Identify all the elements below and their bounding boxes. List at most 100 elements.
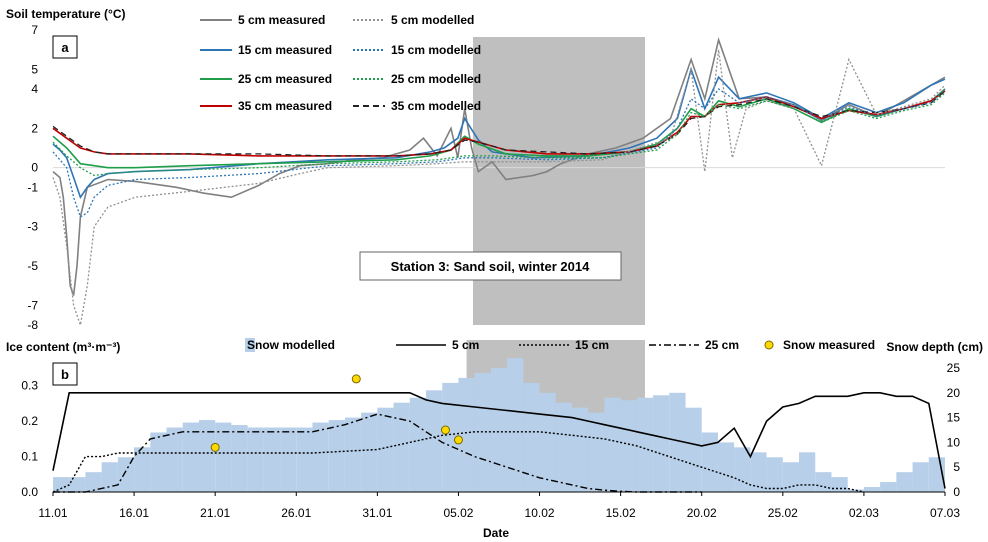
snow-measured-point: [351, 374, 361, 384]
a-series-line: [52, 36, 946, 296]
b-right-tick-label: 0: [953, 485, 960, 499]
snow-modelled-bar: [896, 472, 913, 492]
b-x-tick-label: 15.02: [606, 506, 636, 520]
snow-modelled-bar: [247, 427, 264, 492]
snow-modelled-bar: [717, 442, 735, 492]
snow-modelled-bar: [458, 377, 475, 492]
a-y-tick-label: -1: [27, 180, 38, 194]
panel-b-ice-content: 0.0 0.1 0.2 0.3 0 5 10 15 20 25 11.01 16.01 21.01 2…: [6, 338, 983, 540]
snow-modelled-bar: [85, 472, 102, 492]
b-legend-label: 5 cm: [452, 338, 479, 352]
a-y-tick-label: 0: [31, 161, 38, 175]
snow-modelled-bar: [831, 477, 848, 492]
b-x-tick-label: 25.02: [768, 506, 798, 520]
snow-modelled-bar: [636, 397, 654, 492]
b-legend-swatch: [764, 340, 774, 350]
snow-modelled-bar: [312, 422, 329, 492]
a-series-line: [52, 92, 946, 177]
b-panel-tag: b: [61, 367, 69, 382]
annotation-station-label: Station 3: Sand soil, winter 2014: [391, 259, 590, 274]
snow-modelled-bar: [296, 427, 313, 492]
snow-modelled-bar: [490, 368, 508, 492]
a-legend-label: 5 cm measured: [238, 13, 325, 27]
snow-modelled-bar: [101, 462, 118, 492]
b-series-line: [52, 391, 946, 489]
a-series-line: [52, 88, 946, 218]
b-y-axis-label: Ice content (m³·m⁻³): [6, 340, 120, 354]
b-right-tick-label: 25: [947, 361, 961, 375]
snow-modelled-bar: [328, 420, 345, 492]
snow-measured-point: [210, 442, 220, 452]
a-y-tick-label: 7: [31, 23, 38, 37]
b-x-tick-label: 26.01: [281, 506, 311, 520]
snow-modelled-bar: [734, 447, 751, 492]
b-right-axis-label: Snow depth (cm): [886, 340, 983, 354]
snow-modelled-bar: [620, 400, 637, 492]
a-legend-label: 25 cm measured: [238, 72, 332, 86]
snow-modelled-bar: [782, 462, 800, 492]
b-y-tick-label: 0.1: [21, 450, 38, 464]
a-panel-tag-box: [52, 35, 78, 59]
a-legend-label: 35 cm modelled: [391, 99, 481, 113]
b-legend-label: 25 cm: [705, 338, 739, 352]
snow-modelled-bar: [653, 395, 670, 492]
snow-modelled-bar: [69, 477, 86, 492]
snow-modelled-bar: [507, 358, 524, 492]
snow-modelled-bar: [815, 472, 832, 492]
a-y-axis-label: Soil temperature (°C): [6, 7, 125, 21]
snow-modelled-bar: [117, 457, 135, 492]
a-legend-label: 35 cm measured: [238, 99, 332, 113]
snow-modelled-bar: [377, 407, 394, 492]
snow-modelled-bar: [799, 452, 816, 492]
b-legend-swatch: [245, 338, 255, 352]
b-x-tick-label: 20.02: [687, 506, 717, 520]
b-legend-label: Snow modelled: [247, 338, 335, 352]
b-y-tick-label: 0.0: [21, 485, 38, 499]
snow-modelled-bar: [669, 392, 686, 492]
b-x-tick-label: 16.01: [119, 506, 149, 520]
a-series-line: [52, 66, 946, 199]
a-series-line: [52, 90, 946, 157]
snow-modelled-bar: [912, 462, 929, 492]
snow-modelled-bar: [393, 402, 410, 492]
b-x-tick-label: 21.01: [200, 506, 230, 520]
b-legend-label: 15 cm: [575, 338, 609, 352]
snow-modelled-bar: [409, 397, 427, 492]
b-y-tick-label: 0.3: [21, 379, 38, 393]
snow-modelled-bar: [442, 382, 459, 492]
b-y-tick-label: 0.2: [21, 414, 38, 428]
a-y-tick-label: -3: [27, 220, 38, 234]
b-x-tick-label: 10.02: [525, 506, 555, 520]
b-x-axis-label: Date: [483, 526, 509, 540]
b-right-tick-label: 10: [947, 435, 961, 449]
snow-modelled-bar: [766, 457, 783, 492]
b-x-tick-label: 11.01: [38, 506, 67, 520]
b-right-tick-label: 5: [953, 460, 960, 474]
snow-modelled-bar: [215, 422, 232, 492]
snow-modelled-bar: [571, 407, 589, 492]
b-x-tick-label: 05.02: [443, 506, 473, 520]
b-legend-label: Snow measured: [783, 338, 875, 352]
snow-modelled-bar: [361, 412, 378, 492]
a-shaded-period: [473, 37, 645, 325]
snow-measured-point: [453, 435, 463, 445]
a-y-tick-label: -8: [27, 318, 38, 332]
annotation-box: [359, 251, 622, 281]
snow-modelled-bar: [539, 392, 556, 492]
a-y-tick-label: 4: [31, 82, 38, 96]
snow-modelled-bar: [53, 477, 70, 492]
snow-modelled-bar: [426, 390, 443, 492]
snow-modelled-bar: [150, 432, 167, 492]
snow-modelled-bar: [685, 407, 702, 492]
snow-modelled-bar: [198, 420, 216, 492]
b-series-line: [53, 413, 702, 493]
snow-modelled-bar: [166, 427, 183, 492]
a-legend-label: 15 cm measured: [238, 43, 332, 57]
a-legend-label: 25 cm modelled: [391, 72, 481, 86]
b-right-tick-label: 15: [947, 411, 961, 425]
snow-modelled-bar: [555, 402, 572, 492]
snow-modelled-bar: [701, 432, 718, 492]
b-right-tick-label: 20: [947, 386, 961, 400]
snow-modelled-bar: [604, 397, 621, 492]
